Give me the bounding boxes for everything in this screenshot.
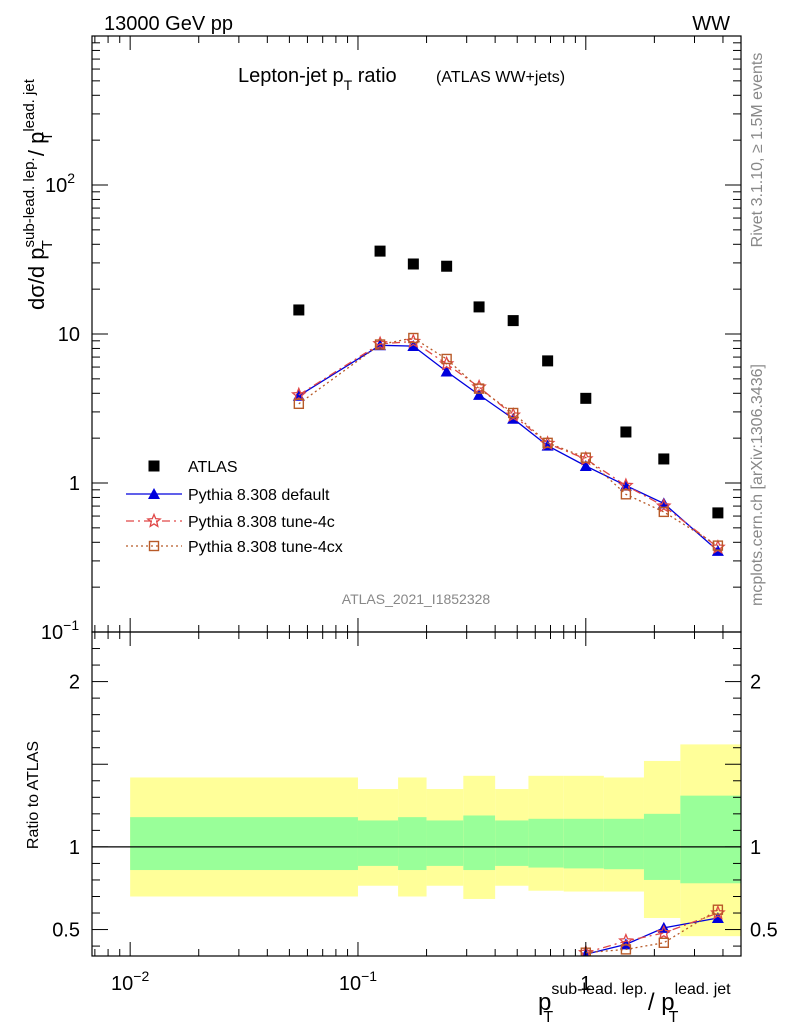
main-point-0-1 <box>374 245 386 257</box>
ytick-label-3: 102 <box>45 170 75 197</box>
ytick-label-2: 10 <box>58 324 80 346</box>
legend-marker-1 <box>148 488 160 499</box>
main-point-0-4 <box>473 301 485 313</box>
inner-band-2 <box>398 817 427 871</box>
main-point-3-2 <box>408 332 419 344</box>
legend: ATLAS Pythia 8.308 default Pythia 8.308 tu… <box>126 459 343 556</box>
inner-band-5 <box>495 820 529 866</box>
inner-band-3 <box>426 820 464 866</box>
chart-title-note: (ATLAS WW+jets) <box>436 69 565 86</box>
ratio-point-1-2 <box>656 924 672 940</box>
ratio-point-0-3 <box>711 911 724 923</box>
inner-band-0 <box>130 817 358 871</box>
ratio-point-2-3 <box>712 904 724 915</box>
mcplots-label: mcplots.cern.ch [arXiv:1306.3436] <box>749 364 766 606</box>
main-point-1-3 <box>440 365 453 377</box>
main-point-3-8 <box>620 489 632 500</box>
ytick-label-0: 10−1 <box>41 617 79 644</box>
axes: 10−2 10−1 1 10−1 1 10 102 0.5 0.5 1 1 2 2 <box>41 35 778 995</box>
main-point-3-6 <box>542 437 553 449</box>
main-point-3-10 <box>712 540 724 551</box>
inner-band-10 <box>680 795 741 884</box>
ratio-point-1-1 <box>618 932 634 948</box>
ratio-ylabel: Ratio to ATLAS <box>25 741 42 849</box>
header-left: 13000 GeV pp <box>104 13 233 35</box>
main-point-0-6 <box>542 355 554 367</box>
ratio-frame <box>91 631 742 957</box>
ratio-point-2-2 <box>658 937 670 948</box>
rtick-label-left-2: 2 <box>69 672 80 694</box>
main-point-3-4 <box>473 383 485 394</box>
chart-title-sub: T <box>344 77 353 93</box>
legend-label-1: Pythia 8.308 default <box>188 487 330 504</box>
rtick-label-right-0: 0.5 <box>750 920 778 942</box>
main-point-3-7 <box>580 452 591 463</box>
main-point-2-9 <box>656 497 672 513</box>
main-point-3-3 <box>441 353 452 365</box>
main-point-0-10 <box>712 507 724 519</box>
xtick-label-0: 10−2 <box>111 968 149 995</box>
legend-marker-0 <box>148 460 160 472</box>
main-line-1 <box>298 344 719 552</box>
main-point-0-2 <box>407 258 419 270</box>
main-point-1-7 <box>579 460 592 472</box>
main-point-2-8 <box>618 477 634 493</box>
legend-label-3: Pythia 8.308 tune-4cx <box>188 539 343 556</box>
xlabel: psub-lead. lep. T / plead. jet T <box>538 981 731 1024</box>
legend-marker-3 <box>148 540 160 552</box>
ytick-label-1: 1 <box>69 473 80 495</box>
main-point-0-7 <box>580 392 592 404</box>
main-point-3-9 <box>658 506 670 518</box>
chart-title-main: Lepton-jet p <box>238 65 344 87</box>
data-marks <box>92 245 741 956</box>
ratio-point-2-1 <box>620 944 632 955</box>
main-point-3-5 <box>507 407 519 419</box>
main-point-0-9 <box>658 453 670 465</box>
main-point-0-3 <box>441 260 453 272</box>
inner-band-6 <box>528 818 564 868</box>
rtick-label-left-1: 1 <box>69 837 80 859</box>
inner-band-4 <box>463 815 496 871</box>
main-point-2-0 <box>290 386 307 402</box>
main-point-3-1 <box>374 339 386 350</box>
main-point-0-8 <box>620 426 632 438</box>
ratio-series <box>578 904 726 956</box>
rivet-label: Rivet 3.1.10, ≥ 1.5M events <box>749 53 766 248</box>
rtick-label-left-0: 0.5 <box>52 920 80 942</box>
main-point-1-9 <box>657 497 670 509</box>
main-point-3-0 <box>293 398 305 410</box>
xtick-label-1: 10−1 <box>339 968 377 995</box>
legend-marker-2 <box>146 512 162 528</box>
main-point-0-0 <box>293 304 305 316</box>
ratio-uncertainty-bands <box>130 744 741 937</box>
main-point-1-2 <box>407 340 420 352</box>
rtick-label-right-2: 2 <box>750 672 761 694</box>
main-ylabel: dσ/d psub-lead. lep.T / plead. jetT <box>21 78 56 310</box>
rtick-label-right-1: 1 <box>750 837 761 859</box>
ratio-line-1 <box>585 912 719 954</box>
analysis-watermark: ATLAS_2021_I1852328 <box>342 591 491 607</box>
chart-title-tail: ratio <box>352 65 396 87</box>
inner-band-1 <box>357 820 399 866</box>
main-point-0-5 <box>507 315 519 327</box>
header-right: WW <box>692 13 730 35</box>
chart-title: Lepton-jet pT ratio <box>238 65 397 93</box>
main-line-2 <box>298 340 719 548</box>
inner-band-8 <box>603 818 644 870</box>
legend-label-2: Pythia 8.308 tune-4c <box>188 514 335 531</box>
main-line-3 <box>298 337 719 547</box>
xtick-label-2: 1 <box>580 973 591 995</box>
main-point-1-4 <box>473 388 486 400</box>
inner-band-7 <box>563 818 604 869</box>
ratio-line-2 <box>585 909 719 954</box>
legend-label-0: ATLAS <box>188 459 238 476</box>
